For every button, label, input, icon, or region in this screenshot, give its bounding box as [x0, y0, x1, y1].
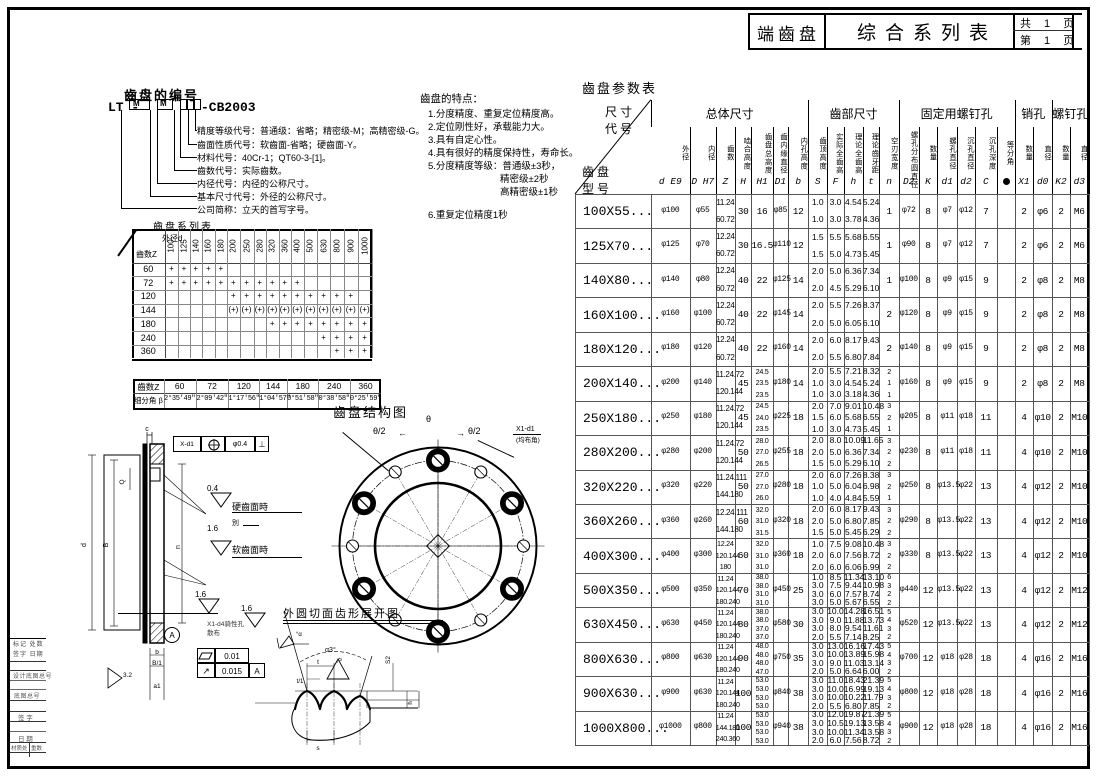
svg-text:α3°: α3°: [325, 646, 336, 654]
svg-text:s: s: [316, 745, 320, 752]
svg-text:°α: °α: [336, 657, 344, 665]
svg-text:h: h: [408, 701, 414, 704]
svg-text:t: t: [317, 659, 319, 666]
svg-text:t/1: t/1: [297, 679, 304, 685]
svg-text:°α: °α: [296, 632, 302, 638]
svg-text:S2: S2: [385, 656, 392, 664]
